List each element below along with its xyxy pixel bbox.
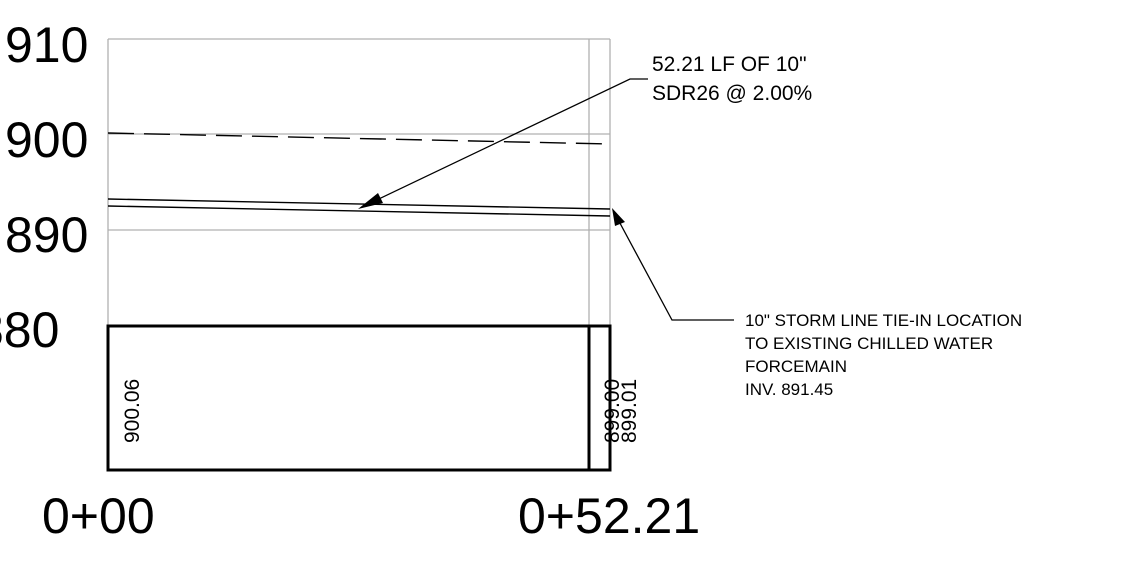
elevation-table: 900.06 899.00 899.01 xyxy=(106,324,641,472)
tie-in-callout-line3: FORCEMAIN xyxy=(745,357,847,376)
pipe-callout-line2: SDR26 @ 2.00% xyxy=(652,82,812,105)
grid xyxy=(107,38,611,326)
pipe-callout-leader xyxy=(358,78,648,209)
elevation-label-890: 890 xyxy=(5,207,88,263)
elevation-label-910: 910 xyxy=(5,17,88,73)
elevation-label-880: 880 xyxy=(0,302,59,358)
end-ground-elevation: 899.00 xyxy=(601,379,624,443)
station-label-start: 0+00 xyxy=(42,488,155,544)
tie-in-leader-line xyxy=(613,211,734,321)
existing-ground-line xyxy=(107,132,611,145)
tie-in-leader-arrowhead xyxy=(612,208,625,226)
pipe-invert-line xyxy=(107,205,611,217)
tie-in-callout-line2: TO EXISTING CHILLED WATER xyxy=(745,334,993,353)
pipe-leader-line xyxy=(361,78,648,208)
end-ground-elevation-alt: 899.01 xyxy=(618,379,641,443)
tie-in-callout-line1: 10" STORM LINE TIE-IN LOCATION xyxy=(745,311,1022,330)
tie-in-callout-leader xyxy=(612,208,734,321)
pipe-leader-arrowhead xyxy=(358,193,383,209)
pipe-crown-line xyxy=(107,198,611,210)
elevation-label-900: 900 xyxy=(5,112,88,168)
elevation-table-frame xyxy=(106,324,612,472)
station-label-end: 0+52.21 xyxy=(518,488,700,544)
tie-in-callout-line4: INV. 891.45 xyxy=(745,380,833,399)
pipe-callout-line1: 52.21 LF OF 10" xyxy=(652,53,807,76)
start-ground-elevation: 900.06 xyxy=(121,379,144,443)
storm-pipe xyxy=(107,198,611,217)
